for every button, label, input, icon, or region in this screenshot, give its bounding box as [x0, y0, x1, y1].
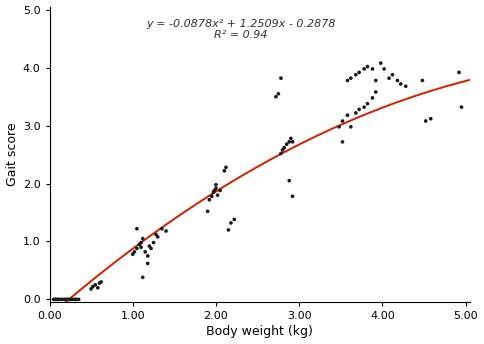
Point — [355, 69, 363, 75]
Point — [52, 297, 60, 302]
Point — [286, 178, 293, 183]
Point — [212, 182, 220, 187]
Point — [230, 217, 238, 222]
Point — [220, 168, 228, 174]
Point — [54, 297, 61, 302]
Point — [455, 69, 463, 75]
Point — [339, 118, 347, 124]
Point — [58, 297, 66, 302]
Point — [272, 94, 280, 99]
Point — [146, 243, 153, 249]
Point — [225, 227, 232, 233]
Point — [393, 78, 401, 83]
Point — [97, 279, 105, 285]
Point — [339, 139, 347, 144]
Point — [277, 75, 285, 81]
Point — [154, 234, 162, 239]
Point — [369, 66, 377, 72]
X-axis label: Body weight (kg): Body weight (kg) — [206, 325, 313, 338]
Point — [212, 185, 220, 191]
Point — [60, 297, 68, 302]
Point — [147, 246, 155, 251]
Point — [150, 240, 157, 245]
Point — [133, 226, 141, 232]
Point — [158, 226, 166, 232]
Point — [204, 208, 212, 214]
Point — [355, 107, 363, 112]
Point — [363, 101, 371, 106]
Point — [131, 249, 138, 255]
Point — [352, 110, 360, 116]
Point — [279, 147, 287, 153]
Point — [144, 253, 151, 259]
Point — [419, 78, 426, 83]
Point — [95, 280, 103, 286]
Point — [139, 236, 147, 241]
Text: y = -0.0878x² + 1.2509x - 0.2878
R² = 0.94: y = -0.0878x² + 1.2509x - 0.2878 R² = 0.… — [146, 19, 336, 40]
Point — [66, 297, 74, 302]
Point — [87, 286, 95, 292]
Point — [208, 194, 216, 199]
Point — [344, 78, 351, 83]
Point — [89, 284, 97, 289]
Point — [133, 246, 141, 251]
Point — [372, 78, 379, 83]
Point — [64, 297, 72, 302]
Point — [75, 297, 82, 302]
Point — [397, 81, 405, 87]
Point — [377, 60, 385, 66]
Point — [136, 241, 143, 247]
Point — [222, 164, 230, 170]
Point — [427, 116, 435, 121]
Point — [287, 136, 295, 141]
Point — [363, 64, 371, 69]
Point — [62, 297, 70, 302]
Point — [137, 245, 145, 250]
Point — [389, 72, 396, 77]
Point — [402, 84, 409, 89]
Point — [288, 194, 296, 199]
Point — [227, 220, 235, 226]
Point — [129, 251, 136, 257]
Y-axis label: Gait score: Gait score — [5, 123, 18, 186]
Point — [277, 151, 285, 156]
Point — [56, 297, 63, 302]
Point — [71, 297, 78, 302]
Point — [344, 112, 351, 118]
Point — [152, 232, 160, 237]
Point — [347, 75, 355, 81]
Point — [288, 139, 296, 144]
Point — [380, 66, 388, 72]
Point — [347, 124, 355, 130]
Point — [422, 118, 430, 124]
Point — [139, 275, 147, 280]
Point — [91, 282, 99, 288]
Point — [458, 104, 466, 110]
Point — [280, 145, 288, 150]
Point — [369, 95, 377, 100]
Point — [385, 75, 393, 81]
Point — [274, 91, 282, 97]
Point — [68, 297, 76, 302]
Point — [360, 66, 368, 72]
Point — [211, 188, 218, 193]
Point — [372, 89, 379, 95]
Point — [216, 188, 224, 193]
Point — [137, 240, 145, 245]
Point — [205, 197, 213, 203]
Point — [286, 139, 293, 144]
Point — [352, 72, 360, 77]
Point — [283, 141, 290, 147]
Point — [141, 249, 149, 255]
Point — [144, 261, 151, 266]
Point — [94, 285, 102, 291]
Point — [214, 192, 222, 198]
Point — [51, 297, 59, 302]
Point — [360, 104, 368, 110]
Point — [162, 228, 170, 234]
Point — [210, 190, 217, 195]
Point — [72, 297, 80, 302]
Point — [50, 297, 58, 302]
Point — [335, 124, 343, 130]
